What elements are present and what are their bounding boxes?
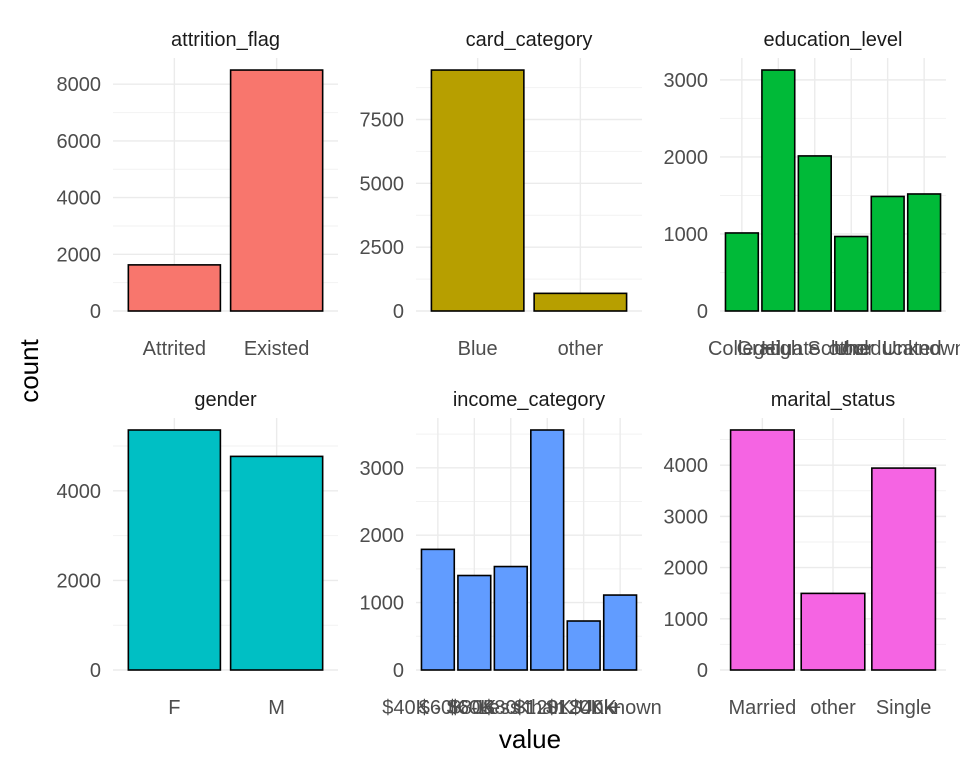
facet-title: card_category (466, 29, 593, 51)
y-tick-label: 3000 (664, 506, 709, 528)
x-tick-label: Graduate (737, 338, 820, 360)
bar-other (533, 292, 628, 312)
x-tick-label: other (558, 338, 604, 360)
bar--40k-60k (420, 548, 456, 671)
y-axis-title: count (14, 338, 44, 402)
bar-less-than-40k (530, 429, 565, 671)
x-tick-label: College (708, 338, 776, 360)
bar-high-school (797, 155, 832, 312)
x-tick-label: Married (728, 697, 796, 719)
panel-income_category: 0 1000 2000 3000 $40K - $60K$60K - $80K$80K … (360, 389, 662, 719)
y-tick-label: 0 (393, 660, 404, 682)
bar-uneducated (870, 195, 905, 312)
y-tick-label: 2000 (664, 147, 709, 169)
x-tick-label: $120K + (546, 697, 621, 719)
x-tick-label: other (810, 697, 856, 719)
bar-unknown (906, 193, 942, 312)
y-tick-label: 2500 (360, 237, 405, 259)
x-tick-label: other (828, 338, 874, 360)
y-tick-label: 5000 (360, 173, 405, 195)
y-tick-label: 8000 (57, 74, 102, 96)
bar-f (127, 429, 222, 671)
y-tick-label: 7500 (360, 109, 405, 131)
y-tick-label: 2000 (57, 570, 102, 592)
bar-blue (430, 69, 525, 312)
x-tick-label: $40K - $60K (382, 697, 494, 719)
x-tick-label: Uneducated (834, 338, 942, 360)
x-tick-label: High School (761, 338, 869, 360)
y-tick-label: 3000 (664, 70, 709, 92)
bar-unknown (602, 594, 638, 671)
bar--120k- (566, 620, 601, 671)
bar-m (229, 455, 324, 671)
bar-attrited (127, 264, 222, 312)
panel-marital_status: 0 1000 2000 3000 4000 Married other Single marit… (664, 389, 946, 719)
bar-existed (229, 69, 324, 312)
facet-title: income_category (453, 389, 605, 411)
x-tick-label: Single (876, 697, 932, 719)
y-tick-label: 0 (90, 301, 101, 323)
x-tick-label: $80K - $120K (450, 697, 573, 719)
y-tick-label: 1000 (360, 593, 405, 615)
x-tick-label: M (268, 697, 285, 719)
y-tick-label: 1000 (664, 609, 709, 631)
y-tick-label: 0 (697, 301, 708, 323)
bar-graduate (761, 69, 796, 312)
y-tick-label: 4000 (664, 455, 709, 477)
x-tick-label: F (168, 697, 180, 719)
x-axis-title: value (499, 724, 561, 754)
y-tick-label: 0 (697, 660, 708, 682)
y-tick-label: 2000 (360, 525, 405, 547)
y-tick-label: 1000 (664, 224, 709, 246)
y-tick-label: 4000 (57, 481, 102, 503)
x-tick-label: Attrited (143, 338, 206, 360)
bar-single (871, 467, 937, 671)
facet-title: marital_status (771, 389, 896, 411)
facet-title: education_level (764, 29, 903, 51)
y-tick-label: 0 (90, 660, 101, 682)
bar--80k-120k (493, 565, 528, 671)
x-tick-label: Existed (244, 338, 310, 360)
bar-college (724, 232, 760, 312)
x-tick-label: Less than $40K (478, 697, 618, 719)
y-tick-label: 0 (393, 301, 404, 323)
y-tick-label: 4000 (57, 188, 102, 210)
x-tick-label: Blue (458, 338, 498, 360)
x-tick-label: Unknown (578, 697, 661, 719)
bar-married (729, 429, 795, 671)
x-tick-label: $60K - $80K (419, 697, 531, 719)
facet-title: attrition_flag (171, 29, 280, 51)
panel-attrition_flag: 0 2000 4000 6000 8000 Attrited Existed attritio… (57, 29, 338, 360)
y-tick-label: 3000 (360, 458, 405, 480)
bar-other (834, 235, 869, 312)
y-tick-label: 2000 (57, 244, 102, 266)
facet-title: gender (194, 389, 257, 411)
x-tick-label: Unknown (882, 338, 960, 360)
y-tick-label: 6000 (57, 131, 102, 153)
bar--60k-80k (457, 574, 492, 671)
y-tick-label: 2000 (664, 558, 709, 580)
panel-card_category: 0 2500 5000 7500 Blue other card_category (360, 29, 642, 360)
bar-other (800, 592, 866, 671)
